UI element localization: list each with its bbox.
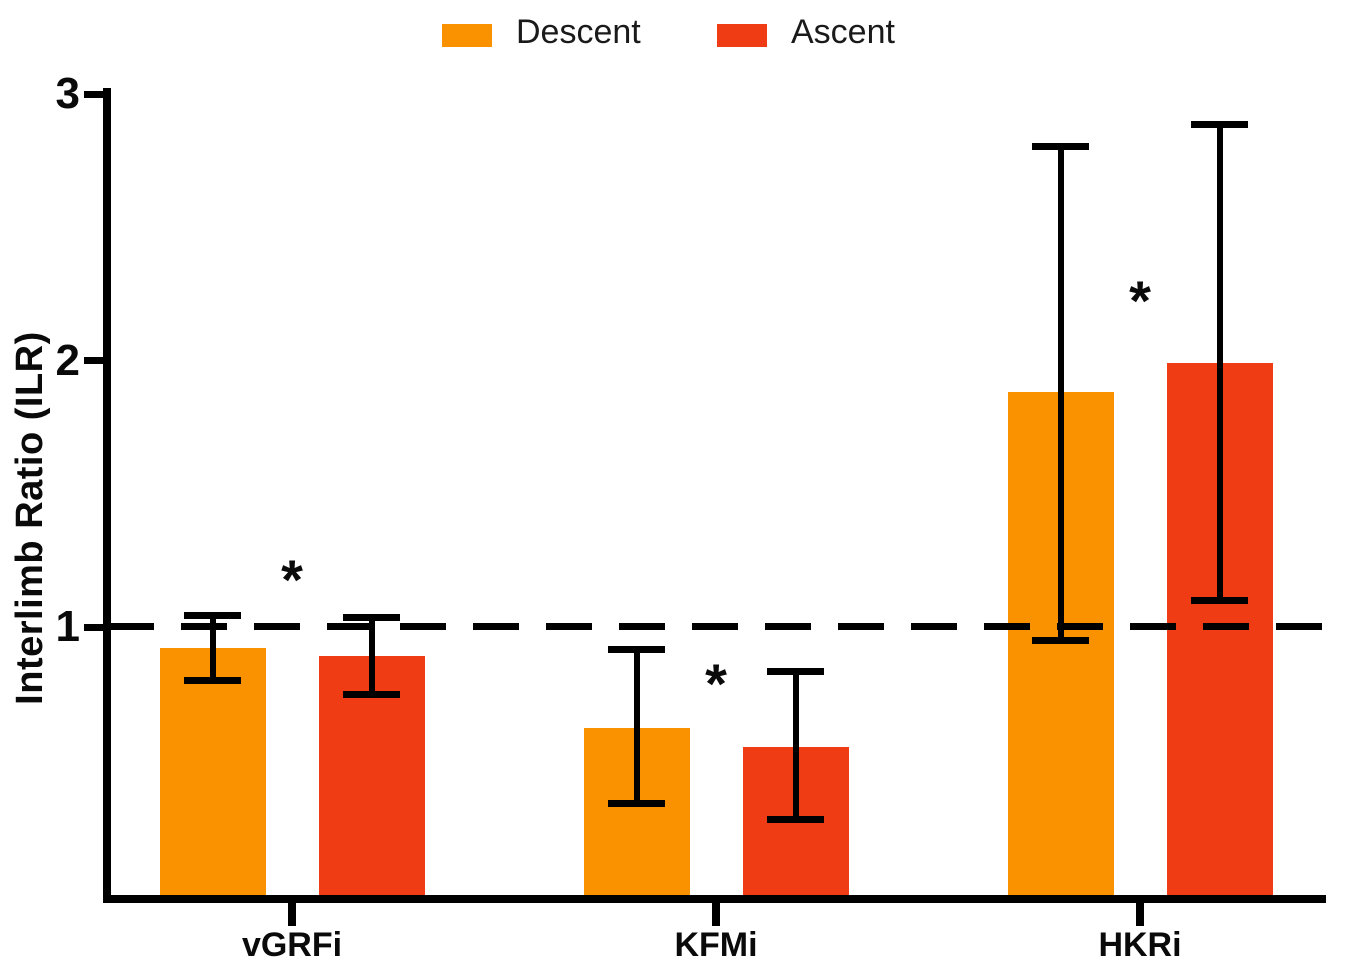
y-axis-tick-1 <box>84 623 104 631</box>
error-bar-ascent-vGRFi <box>368 616 375 694</box>
error-cap-top-descent-vGRFi <box>184 611 241 619</box>
legend-swatch-ascent <box>717 24 767 47</box>
error-bar-descent-KFMi <box>633 648 640 803</box>
y-axis-tick-label-2: 2 <box>55 335 80 385</box>
x-axis-label-KFMi: KFMi <box>674 926 758 964</box>
y-axis-tick-label-1: 1 <box>55 602 80 651</box>
legend-item-ascent: Ascent <box>717 13 895 51</box>
legend-item-descent: Descent <box>442 13 641 51</box>
y-axis-tick-label-3: 3 <box>55 69 80 118</box>
error-cap-top-descent-KFMi <box>608 646 665 654</box>
x-axis-tick-HKRi <box>1136 901 1144 926</box>
error-cap-top-ascent-vGRFi <box>343 614 400 622</box>
error-cap-bottom-descent-KFMi <box>608 799 665 807</box>
x-axis-label-HKRi: HKRi <box>1098 926 1182 964</box>
x-axis-label-vGRFi: vGRFi <box>241 926 343 964</box>
y-axis-tick-2 <box>84 357 104 364</box>
y-axis-line <box>103 88 111 903</box>
error-cap-bottom-descent-HKRi <box>1032 637 1089 645</box>
legend-swatch-descent <box>442 24 492 47</box>
x-axis-tick-KFMi <box>712 901 720 926</box>
error-cap-bottom-ascent-KFMi <box>767 815 824 823</box>
bar-descent-vGRFi <box>159 648 266 899</box>
error-bar-descent-HKRi <box>1057 144 1064 641</box>
error-bar-descent-vGRFi <box>209 613 216 681</box>
error-cap-bottom-ascent-vGRFi <box>343 690 400 698</box>
error-cap-top-ascent-HKRi <box>1191 121 1248 129</box>
error-cap-top-descent-HKRi <box>1032 142 1089 150</box>
error-bar-ascent-KFMi <box>792 669 799 819</box>
error-cap-bottom-ascent-HKRi <box>1191 597 1248 605</box>
significance-marker-HKRi: * <box>1129 268 1151 332</box>
significance-marker-vGRFi: * <box>281 548 303 612</box>
error-cap-bottom-descent-vGRFi <box>184 677 241 685</box>
legend-label-ascent: Ascent <box>791 13 895 51</box>
legend-label-descent: Descent <box>516 13 641 51</box>
x-axis-line <box>103 895 1326 903</box>
error-bar-ascent-HKRi <box>1216 123 1223 601</box>
significance-marker-KFMi: * <box>705 652 727 716</box>
error-cap-top-ascent-KFMi <box>767 667 824 675</box>
y-axis-tick-3 <box>84 90 104 98</box>
x-axis-tick-vGRFi <box>288 901 296 926</box>
reference-line-y1 <box>108 623 1344 630</box>
